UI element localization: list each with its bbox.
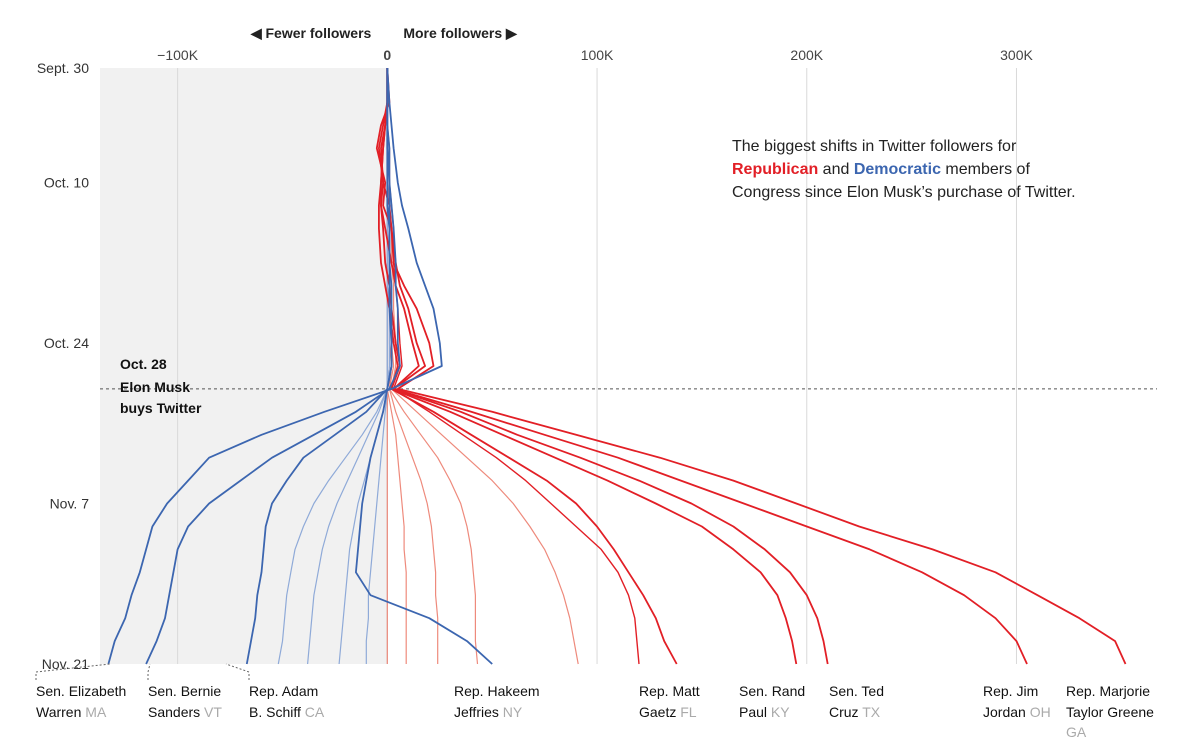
member-label-line-2: Jeffries NY [454, 704, 523, 720]
member-label-line-1: Sen. Bernie [148, 683, 221, 699]
member-label-line-1: Sen. Elizabeth [36, 683, 126, 699]
member-label-line-1: Rep. Matt [639, 683, 700, 699]
member-label-line-1: Sen. Rand [739, 683, 805, 699]
member-label-line-2: Gaetz FL [639, 704, 697, 720]
republican-series-line [380, 68, 829, 665]
y-tick-label: Oct. 10 [44, 175, 89, 191]
event-date: Oct. 28 [120, 356, 167, 372]
x-tick-label: 200K [790, 47, 823, 63]
member-label-line-2: B. Schiff CA [249, 704, 325, 720]
member-label-line-1: Rep. Adam [249, 683, 318, 699]
member-label-line-2: Warren MA [36, 704, 107, 720]
member-label-line-2: Jordan OH [983, 704, 1051, 720]
member-label-line-2: Paul KY [739, 704, 790, 720]
y-tick-label: Sept. 30 [37, 60, 89, 76]
label-connector [225, 663, 250, 680]
x-axis-ticks: −100K 0 100K 200K 300K [157, 47, 1033, 63]
member-label-line-1: Rep. Marjorie [1066, 683, 1150, 699]
gridlines [177, 68, 1017, 664]
republican-series-line [375, 67, 1127, 665]
annotation-line-2: Republican and Democratic members of [732, 161, 1030, 178]
republican-series-line [386, 68, 579, 665]
member-label-line-1: Rep. Hakeem [454, 683, 540, 699]
x-tick-label: 0 [383, 47, 391, 63]
x-tick-label: 100K [581, 47, 614, 63]
label-connector [35, 663, 111, 680]
member-label-line-1: Sen. Ted [829, 683, 884, 699]
fewer-followers-shade [100, 68, 388, 664]
democratic-series-line [107, 67, 443, 665]
annotation-line-2-rest: members of [941, 161, 1030, 178]
label-connector [147, 663, 151, 680]
musk-purchase-annotation: Oct. 28 Elon Musk buys Twitter [120, 356, 202, 416]
event-line-3: buys Twitter [120, 400, 202, 416]
annotation-line-3: Congress since Elon Musk’s purchase of T… [732, 184, 1076, 201]
chart-annotation: The biggest shifts in Twitter followers … [732, 138, 1076, 201]
annotation-and: and [818, 161, 854, 178]
member-state: GA [1066, 724, 1087, 740]
x-tick-label: −100K [157, 47, 199, 63]
y-tick-label: Nov. 21 [42, 656, 89, 672]
member-labels: Sen. Elizabeth Warren MA Sen. Bernie Sander… [35, 663, 1154, 740]
democratic-series-line [354, 68, 493, 665]
member-label-line-2: Cruz TX [829, 704, 881, 720]
member-label-line-1: Rep. Jim [983, 683, 1038, 699]
x-tick-label: 300K [1000, 47, 1033, 63]
event-line-2: Elon Musk [120, 379, 190, 395]
y-tick-label: Oct. 24 [44, 335, 89, 351]
fewer-followers-label: ◀ Fewer followers [250, 25, 372, 41]
annotation-line-1: The biggest shifts in Twitter followers … [732, 138, 1017, 155]
member-label-line-2: Sanders VT [148, 704, 222, 720]
democratic-legend: Democratic [854, 161, 941, 178]
y-tick-label: Nov. 7 [50, 496, 90, 512]
member-series [107, 67, 1127, 665]
more-followers-label: More followers ▶ [403, 25, 518, 41]
member-label-line-2: Taylor Greene [1066, 704, 1154, 720]
republican-legend: Republican [732, 161, 818, 178]
y-axis-dates: Sept. 30 Oct. 10 Oct. 24 Nov. 7 Nov. 21 [37, 60, 89, 672]
republican-series-line [377, 68, 1028, 665]
